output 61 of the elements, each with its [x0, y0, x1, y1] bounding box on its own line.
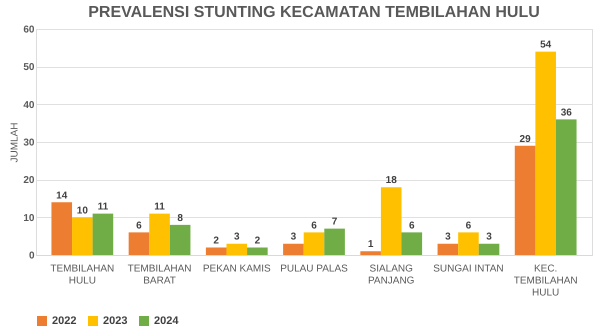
data-label: 8 [177, 212, 184, 224]
legend-label: 2024 [154, 315, 180, 327]
y-tick-label: 20 [23, 175, 35, 186]
data-label: 2 [254, 235, 261, 246]
y-tick-label: 10 [23, 212, 35, 224]
bar [304, 232, 324, 255]
chart-title: PREVALENSI STUNTING KECAMATAN TEMBILAHAN HULU [88, 4, 540, 21]
data-label: 3 [486, 232, 492, 243]
x-tick-label: KEC. TEMBILAHAN HULU [514, 264, 578, 298]
legend-label: 2023 [103, 315, 128, 327]
data-label: 7 [332, 216, 338, 228]
bar [206, 247, 226, 255]
x-tick-label: TEMBILAHAN BARAT [128, 264, 192, 286]
bar [438, 244, 458, 255]
data-label: 3 [445, 232, 452, 243]
bar [51, 202, 72, 255]
data-label: 29 [520, 134, 532, 145]
bar [247, 247, 268, 255]
x-tick-label: SIALANG PANJANG [368, 264, 415, 286]
data-label: 14 [56, 190, 68, 202]
bar [360, 251, 381, 255]
data-label: 11 [154, 202, 166, 213]
data-label: 2 [213, 235, 220, 246]
bar [535, 52, 556, 255]
data-label: 6 [409, 220, 416, 232]
data-label: 54 [540, 40, 552, 51]
y-tick-label: 60 [23, 24, 35, 36]
bar [170, 224, 190, 255]
y-tick-label: 50 [23, 62, 35, 74]
x-tick-label: TEMBILAHAN HULU [50, 264, 114, 286]
bar [458, 232, 479, 255]
data-label: 6 [311, 220, 318, 232]
data-label: 3 [290, 232, 297, 243]
data-label: 10 [76, 205, 88, 216]
data-label: 1 [368, 239, 374, 250]
data-label: 36 [560, 107, 572, 118]
y-tick-label: 40 [23, 100, 35, 111]
y-tick-label: 30 [23, 138, 35, 148]
x-tick-label: PEKAN KAMIS [202, 264, 271, 274]
bar [72, 217, 93, 255]
x-tick-label: SUNGAI INTAN [433, 264, 504, 274]
bar [128, 232, 150, 255]
y-axis-title: JUMLAH [9, 122, 20, 163]
data-label: 11 [98, 202, 109, 213]
bar [226, 244, 248, 255]
data-label: 6 [466, 220, 472, 232]
x-tick-label: PULAU PALAS [280, 264, 348, 274]
bar [556, 119, 577, 255]
data-label: 3 [234, 232, 240, 243]
bar [478, 244, 500, 255]
data-label: 6 [136, 220, 142, 232]
y-tick-label: 0 [28, 250, 35, 262]
bar [380, 187, 402, 255]
legend-label: 2022 [52, 315, 76, 327]
bar [402, 232, 422, 255]
data-label: 18 [386, 175, 398, 186]
bar [149, 214, 170, 255]
bar [324, 228, 345, 255]
bar [92, 214, 114, 255]
bar [283, 244, 304, 255]
bar [514, 146, 536, 255]
